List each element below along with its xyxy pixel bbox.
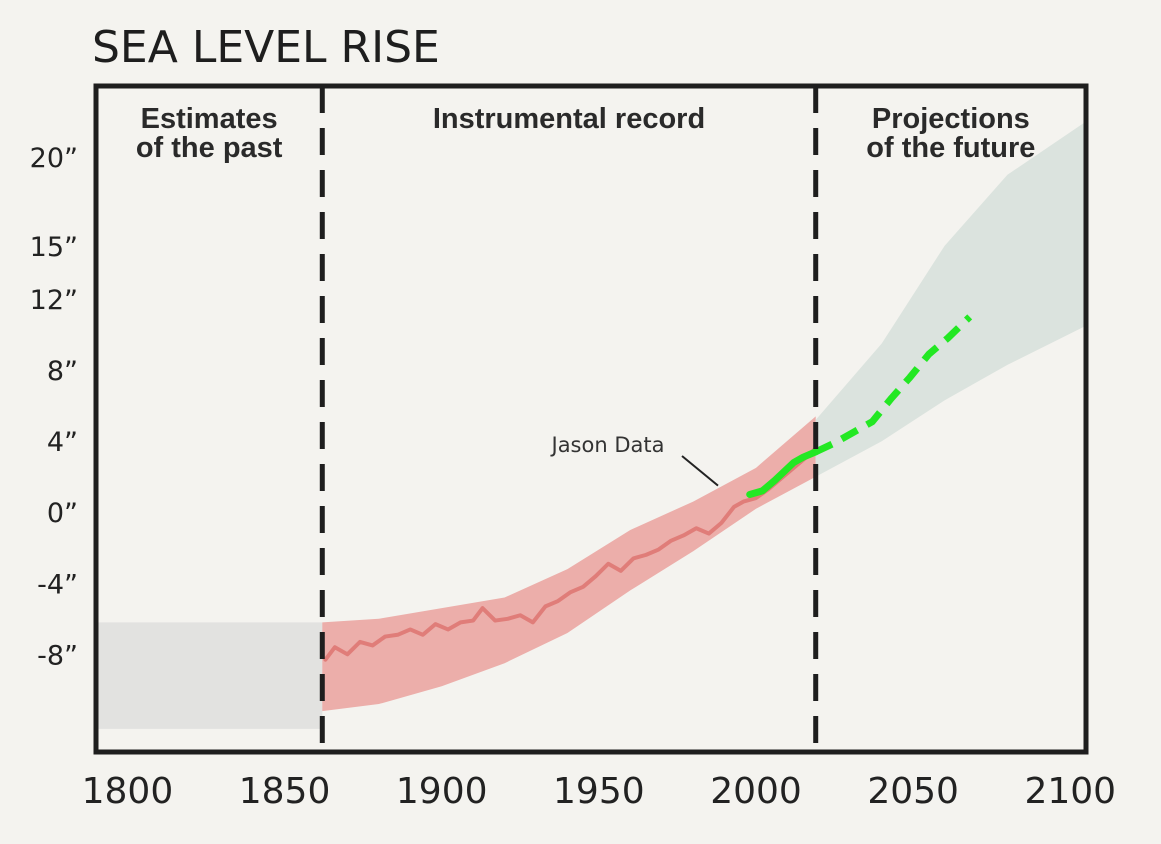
y-tick-label: -8” xyxy=(37,640,78,671)
region-label-3: Projections xyxy=(872,103,1030,135)
annotation-label: Jason Data xyxy=(550,433,665,457)
x-tick-label: 1900 xyxy=(396,771,488,812)
plot-frame xyxy=(93,83,1089,755)
y-tick-label: 0” xyxy=(47,498,78,529)
instrumental-record-line xyxy=(323,446,818,662)
region-label-1: of the past xyxy=(136,132,283,164)
past-estimate-band xyxy=(96,622,323,729)
x-tick-label: 1850 xyxy=(239,771,331,812)
jason-data-line xyxy=(746,448,820,498)
y-tick-label: 8” xyxy=(47,356,78,387)
y-tick-label: 15” xyxy=(30,232,78,263)
instrumental-uncertainty-band xyxy=(322,416,816,712)
x-tick-label: 2050 xyxy=(867,771,959,812)
y-tick-label: -4” xyxy=(37,569,78,600)
region-label-1: Estimates xyxy=(141,103,278,135)
projection-range-band xyxy=(815,121,1086,477)
x-tick-label: 2000 xyxy=(710,771,802,812)
annotation-leader xyxy=(681,455,719,487)
chart-title: SEA LEVEL RISE xyxy=(92,22,440,73)
x-tick-label: 1950 xyxy=(553,771,645,812)
frame-layer xyxy=(93,83,1089,755)
y-tick-label: 12” xyxy=(30,285,78,316)
y-tick-label: 4” xyxy=(47,427,78,458)
x-tick-label: 2100 xyxy=(1024,771,1116,812)
projection-median-line xyxy=(814,314,973,456)
region-label-2: Instrumental record xyxy=(433,103,705,135)
x-tick-label: 1800 xyxy=(82,771,174,812)
bands-layer xyxy=(96,121,1086,729)
y-tick-label: 20” xyxy=(30,143,78,174)
lines-layer xyxy=(323,314,973,662)
region-label-3: of the future xyxy=(866,132,1035,164)
